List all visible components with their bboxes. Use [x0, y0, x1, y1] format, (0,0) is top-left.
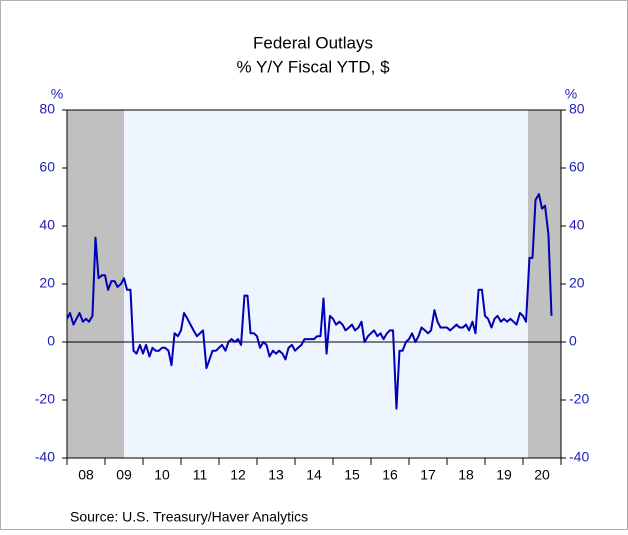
chart-subtitle: % Y/Y Fiscal YTD, $: [236, 57, 390, 76]
x-tick-label: 11: [193, 467, 208, 483]
x-tick-label: 16: [382, 467, 398, 483]
y2-tick-label: 20: [569, 275, 585, 291]
y2-tick-label: -40: [569, 449, 589, 465]
y-tick-label: 80: [39, 101, 55, 117]
y2-tick-label: 0: [569, 333, 577, 349]
x-tick-label: 08: [78, 467, 94, 483]
x-tick-label: 20: [534, 467, 550, 483]
source-note: Source: U.S. Treasury/Haver Analytics: [70, 509, 308, 525]
y2-tick-label: 80: [569, 101, 585, 117]
y-tick-label: 40: [39, 217, 55, 233]
y-tick-label: -20: [35, 391, 55, 407]
x-tick-label: 18: [458, 467, 474, 483]
y2-axis-label: %: [565, 86, 577, 102]
y-axis-label: %: [51, 86, 63, 102]
x-tick-label: 14: [306, 467, 322, 483]
x-tick-label: 19: [496, 467, 512, 483]
recession-shade: [527, 110, 561, 458]
data-line: [66, 193, 553, 410]
y2-tick-label: 40: [569, 217, 585, 233]
y-tick-label: 60: [39, 159, 55, 175]
x-tick-label: 17: [420, 467, 436, 483]
x-tick-label: 15: [344, 467, 360, 483]
y-tick-label: 0: [47, 333, 55, 349]
x-tick-label: 13: [268, 467, 284, 483]
x-tick-label: 10: [154, 467, 170, 483]
y2-tick-label: -20: [569, 391, 589, 407]
plot-area: [67, 110, 561, 458]
y2-tick-label: 60: [569, 159, 585, 175]
chart-title: Federal Outlays: [253, 33, 373, 52]
x-tick-label: 12: [230, 467, 246, 483]
y-tick-label: -40: [35, 449, 55, 465]
recession-shade: [67, 110, 124, 458]
y-tick-label: 20: [39, 275, 55, 291]
x-tick-label: 09: [116, 467, 132, 483]
